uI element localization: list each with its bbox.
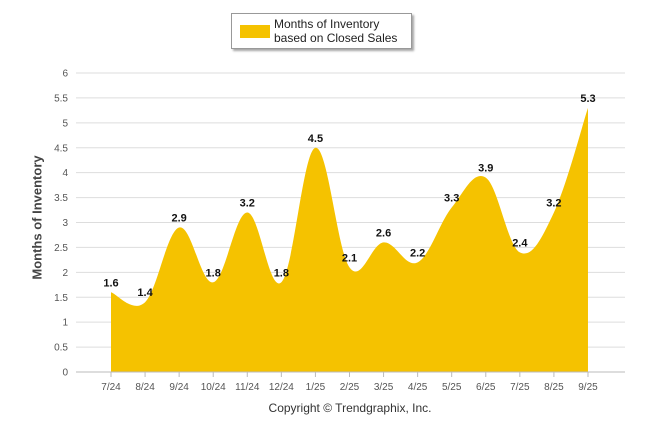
x-tick-label: 7/25	[510, 382, 530, 393]
copyright-text: Copyright © Trendgraphix, Inc.	[268, 401, 432, 415]
legend-label: Months of Inventory based on Closed Sale…	[274, 17, 398, 45]
legend-swatch	[240, 25, 270, 38]
data-label: 1.6	[103, 277, 118, 289]
data-label: 3.2	[546, 198, 561, 210]
data-labels: 1.6 1.4 2.9 1.8 3.2 1.8 4.5 2.1 2.6 2.2 3.3 3.9 2.4 3…	[103, 93, 595, 299]
y-tick-labels: 0 0.5 1 1.5 2 2.5 3 3.5 4 4.5 5 5.5 6	[54, 69, 68, 379]
legend[interactable]: Months of Inventory based on Closed Sale…	[231, 13, 412, 49]
y-tick-label: 5	[62, 118, 68, 129]
y-tick-label: 0.5	[54, 343, 68, 354]
x-tick-label: 9/25	[578, 382, 598, 393]
data-label: 3.2	[240, 198, 255, 210]
area-series	[111, 107, 588, 372]
y-axis-title: Months of Inventory	[29, 155, 45, 280]
data-label: 3.3	[444, 193, 459, 205]
data-label: 5.3	[580, 93, 595, 105]
y-tick-label: 4.5	[54, 143, 68, 154]
x-tick-label: 11/24	[235, 382, 260, 393]
x-tick-label: 5/25	[442, 382, 462, 393]
data-label: 2.9	[171, 212, 186, 224]
x-tick-label: 4/25	[408, 382, 428, 393]
x-tick-labels: 7/24 8/24 9/24 10/24 11/24 12/24 1/25 2/25 3/25 4…	[101, 372, 598, 393]
y-tick-label: 1	[62, 318, 68, 329]
data-label: 3.9	[478, 163, 493, 175]
y-tick-label: 3	[62, 218, 68, 229]
x-tick-label: 7/24	[101, 382, 121, 393]
data-label: 2.1	[342, 252, 357, 264]
data-label: 1.4	[137, 287, 153, 299]
x-tick-label: 3/25	[374, 382, 394, 393]
y-tick-label: 0	[62, 368, 68, 379]
x-tick-label: 10/24	[201, 382, 226, 393]
data-label: 2.4	[512, 237, 528, 249]
data-label: 1.8	[206, 267, 221, 279]
y-tick-label: 2	[62, 268, 68, 279]
x-tick-label: 12/24	[269, 382, 294, 393]
y-tick-label: 4	[62, 168, 68, 179]
y-tick-label: 3.5	[54, 193, 68, 204]
data-label: 4.5	[308, 133, 323, 145]
y-tick-label: 6	[62, 69, 68, 80]
x-tick-label: 8/24	[135, 382, 155, 393]
data-label: 2.6	[376, 227, 391, 239]
x-tick-label: 8/25	[544, 382, 564, 393]
data-label: 1.8	[274, 267, 289, 279]
data-label: 2.2	[410, 247, 425, 259]
x-tick-label: 2/25	[340, 382, 360, 393]
x-tick-label: 6/25	[476, 382, 496, 393]
y-tick-label: 2.5	[54, 243, 68, 254]
y-tick-label: 1.5	[54, 293, 68, 304]
x-tick-label: 9/24	[169, 382, 189, 393]
x-tick-label: 1/25	[306, 382, 326, 393]
y-tick-label: 5.5	[54, 93, 68, 104]
